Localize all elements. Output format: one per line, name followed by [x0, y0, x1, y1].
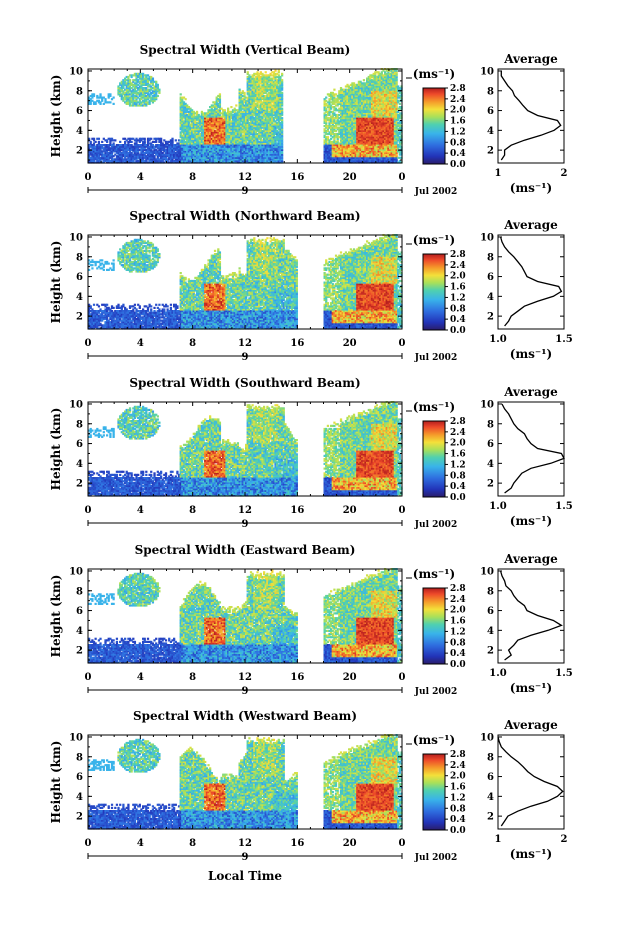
figure: Spectral Width (Vertical Beam)2468100 4 8 1… [0, 0, 621, 929]
heatmap-cell [95, 141, 97, 143]
heatmap-cell [175, 139, 177, 141]
heatmap-cell [152, 78, 154, 80]
heatmap-cell [113, 142, 115, 144]
heatmap-cell [101, 141, 103, 143]
heatmap-cell [113, 97, 115, 99]
heatmap-cell [119, 141, 121, 143]
panel-title: Spectral Width (Vertical Beam) [140, 43, 351, 57]
heatmap-cell [150, 138, 152, 140]
heatmap-cell [93, 93, 95, 95]
heatmap-cell [155, 81, 157, 83]
heatmap-cell [157, 95, 159, 97]
heatmap-cell [144, 138, 146, 140]
heatmap-cell [160, 138, 162, 140]
heatmap-cell [104, 98, 106, 100]
heatmap-cell [114, 139, 116, 141]
heatmap-cell [98, 141, 100, 143]
heatmap-cell [131, 141, 133, 143]
heatmap-cell [93, 138, 95, 140]
heatmap-cell [109, 93, 111, 95]
heatmap-cell [109, 101, 111, 103]
heatmap-cell [99, 93, 101, 95]
heatmap-cell [90, 141, 92, 143]
heatmap-cell [171, 138, 173, 140]
heatmap-cell [157, 84, 159, 86]
heatmap-cell [113, 103, 115, 105]
heatmap-cells [88, 68, 403, 164]
heatmap-cell [158, 89, 160, 91]
heatmap-cell [129, 79, 131, 81]
heatmap-cell [98, 138, 100, 140]
